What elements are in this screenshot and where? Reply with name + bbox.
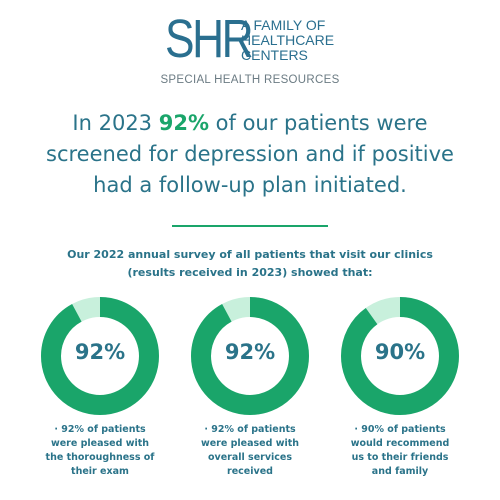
logo-subtitle: SPECIAL HEALTH RESOURCES xyxy=(160,74,340,86)
caption-line: their exam xyxy=(71,466,129,477)
caption-line: the thoroughness of xyxy=(45,452,155,463)
caption-line: received xyxy=(227,466,273,477)
logo-mark: SHR xyxy=(165,9,254,69)
caption-line: overall services xyxy=(207,452,293,463)
stat-percent: 90% xyxy=(374,340,426,364)
stat-card: 90% · 90% of patients would recommend us… xyxy=(340,296,466,477)
caption-line: and family xyxy=(371,466,429,477)
survey-line: (results received in 2023) showed that: xyxy=(127,266,373,279)
survey-intro: Our 2022 annual survey of all patients t… xyxy=(20,246,480,282)
logo: SHR A FAMILY OF HEALTHCARE CENTERS SPECI… xyxy=(0,9,500,94)
stat-caption: · 90% of patients would recommend us to … xyxy=(328,423,472,479)
logo-tagline: A FAMILY OF HEALTHCARE CENTERS xyxy=(241,18,334,63)
stat-card: 92% · 92% of patients were pleased with … xyxy=(190,296,316,477)
donut-chart xyxy=(191,297,309,415)
stat-caption: · 92% of patients were pleased with over… xyxy=(178,423,322,479)
headline-highlight: 92% xyxy=(158,111,209,135)
caption-line: were pleased with xyxy=(200,438,300,449)
survey-line: Our 2022 annual survey of all patients t… xyxy=(67,248,433,261)
stat-percent: 92% xyxy=(224,340,276,364)
logo-tagline-line: HEALTHCARE xyxy=(241,32,335,48)
headline-prefix: In 2023 xyxy=(72,111,159,135)
donut-chart xyxy=(341,297,459,415)
stat-percent: 92% xyxy=(74,340,126,364)
donut-arc xyxy=(341,297,459,415)
caption-line: · 92% of patients xyxy=(54,424,146,435)
logo-tagline-line: CENTERS xyxy=(241,47,308,63)
divider xyxy=(172,225,328,227)
headline: In 2023 92% of our patients were screene… xyxy=(30,108,470,201)
donut-arc xyxy=(191,297,309,415)
donut-arc xyxy=(41,297,159,415)
caption-line: · 90% of patients xyxy=(354,424,446,435)
headline-suffix: of our patients were screened for depres… xyxy=(46,111,454,197)
donut-chart xyxy=(41,297,159,415)
caption-line: would recommend xyxy=(350,438,450,449)
caption-line: us to their friends xyxy=(351,452,449,463)
caption-line: were pleased with xyxy=(50,438,150,449)
stat-card: 92% · 92% of patients were pleased with … xyxy=(40,296,166,477)
stat-caption: · 92% of patients were pleased with the … xyxy=(28,423,172,479)
caption-line: · 92% of patients xyxy=(204,424,296,435)
logo-tagline-line: A FAMILY OF xyxy=(241,17,326,33)
